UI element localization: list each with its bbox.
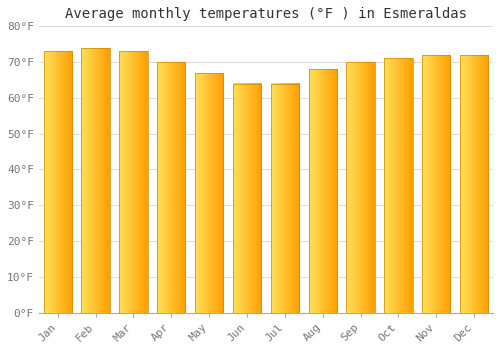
Bar bbox=[233, 84, 261, 313]
Bar bbox=[308, 69, 337, 313]
Bar bbox=[82, 48, 110, 313]
Bar bbox=[270, 84, 299, 313]
Bar bbox=[422, 55, 450, 313]
Bar bbox=[44, 51, 72, 313]
Bar bbox=[384, 58, 412, 313]
Bar bbox=[157, 62, 186, 313]
Bar bbox=[346, 62, 375, 313]
Bar bbox=[195, 73, 224, 313]
Title: Average monthly temperatures (°F ) in Esmeraldas: Average monthly temperatures (°F ) in Es… bbox=[65, 7, 467, 21]
Bar bbox=[460, 55, 488, 313]
Bar bbox=[119, 51, 148, 313]
